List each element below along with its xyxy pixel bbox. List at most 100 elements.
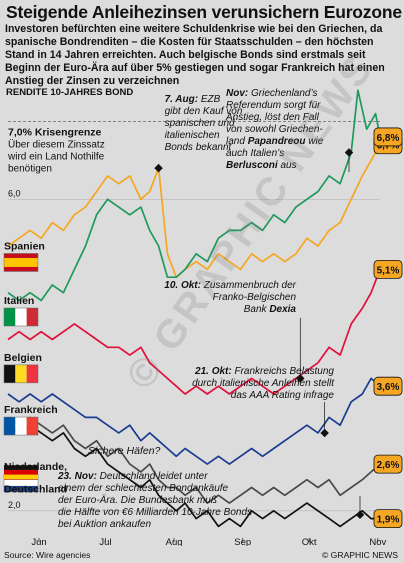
annotation-aug7-line: spanischen und (165, 118, 235, 129)
annotation-nov23-line: bei Auktion ankaufen (58, 519, 151, 530)
annotation-okt10-span: Bank (244, 304, 270, 315)
flag-stripe (15, 417, 27, 436)
annotation-nov1-span: Papandreou (248, 136, 306, 147)
annotation-aug7-span: 7. Aug: (165, 94, 199, 105)
flag-stripe (4, 308, 16, 326)
annotation-okt21-span: 21. Okt: (194, 366, 232, 377)
y-tick-label: 6,0 (8, 188, 21, 198)
copyright-note: © GRAPHIC NEWS (321, 550, 398, 560)
threshold-text: Über diesem Zinssatz (8, 138, 105, 150)
annotation-okt10-span: Franko-Belgischen (213, 292, 297, 303)
flag-stripe (4, 474, 38, 480)
country-label-it: Italien (4, 295, 34, 307)
annotation-nov1-line: Nov: Griechenland’s (226, 88, 318, 99)
annotation-okt21-line: 21. Okt: Frankreichs Belastung (194, 366, 334, 377)
x-month-label: Jul (99, 537, 111, 546)
annotation-nov1-span: Nov: (226, 88, 248, 99)
annotation-aug7-line: gibt den Kauf von (165, 106, 243, 117)
annotation-aug7-span: italienischen (165, 130, 220, 141)
end-value-badge: 6,8% (373, 127, 403, 147)
annotation-okt10: 10. Okt: Zusammenbruch derFranko-Belgisc… (164, 280, 296, 315)
flag-stripe (4, 253, 38, 258)
annotation-okt21-marker (320, 428, 329, 438)
annotation-nov1-span: Referendum sorgt für (226, 100, 321, 111)
flag-stripe (4, 485, 38, 492)
end-value-badge: 1,9% (373, 509, 403, 529)
flag-stripe (4, 364, 16, 383)
annotation-nov1-line: Anstieg, löst den Fall (225, 112, 320, 123)
chart-title: RENDITE 10-JAHRES BOND (6, 87, 133, 98)
annotation-nov23-span: Deutschland leidet unter (97, 471, 208, 482)
flag-stripe (26, 417, 38, 436)
annotation-okt21-span: das AAA Rating infrage (231, 390, 335, 401)
annotation-okt10-span: Zusammenbruch der (201, 280, 297, 291)
annotation-okt10-marker (296, 374, 305, 383)
annotation-nov1-span: von sowohl Griechen- (226, 124, 323, 135)
end-value-badge: 3,6% (373, 376, 403, 396)
annotation-okt21-line: das AAA Rating infrage (231, 390, 335, 401)
threshold-text: wird ein Land Nothilfe (7, 151, 105, 162)
series-line-frankreich (7, 377, 381, 465)
annotation-aug7-marker (154, 163, 163, 173)
flag-stripe (4, 266, 38, 272)
annotation-nov1-span: auch Italien’s (226, 148, 284, 159)
annotation-aug7-span: spanischen und (165, 118, 235, 129)
threshold-label: 7,0% Krisengrenze (8, 126, 102, 138)
flag-border (3, 307, 39, 327)
annotation-okt10-line: Franko-Belgischen (213, 292, 297, 303)
annotation-okt21-line: durch italienische Anleihen stellt (192, 378, 335, 389)
flag-stripe (15, 308, 27, 326)
flag-stripe (26, 364, 38, 383)
end-value-box (373, 127, 403, 147)
y-tick-label: 2,0 (8, 500, 21, 510)
annotation-okt10-line: 10. Okt: Zusammenbruch der (164, 280, 296, 291)
country-label-de: Deutschland (4, 483, 67, 495)
x-month-label: Nov (369, 537, 386, 546)
flag-stripe (4, 417, 16, 436)
flag-border (3, 253, 39, 272)
end-value-box (373, 509, 403, 529)
flag-stripe (15, 364, 27, 383)
annotation-aug7-span: EZB (198, 94, 221, 105)
x-month-label: Okt (302, 537, 317, 546)
end-value-box (373, 454, 403, 474)
flag-stripe (4, 465, 38, 470)
annotation-nov23-span: bei Auktion ankaufen (58, 519, 151, 530)
flag-stripe (4, 479, 38, 486)
end-value-label: 6,8% (377, 133, 400, 144)
end-value-box (373, 376, 403, 396)
annotation-nov23-line: die Hälfte von €6 Milliarden 10-Jahre Bo… (58, 507, 252, 518)
flag-fr (3, 416, 39, 436)
annotation-aug7-span: gibt den Kauf von (165, 106, 243, 117)
annotation-nov1-span: Berlusconi (226, 160, 278, 171)
source-note: Source: Wire agencies (4, 550, 91, 560)
annotation-okt21-span: Frankreichs Belastung (232, 366, 335, 377)
annotation-nov1-span: aus (278, 160, 297, 171)
page-title: Steigende Anleihezinsen verunsichern Eur… (6, 2, 402, 22)
annotation-nov1-line: Berlusconi aus (226, 160, 297, 171)
annotation-aug7-line: 7. Aug: EZB (165, 94, 221, 105)
flag-it (3, 307, 39, 327)
end-value-label: 1,9% (377, 515, 400, 526)
flag-border (3, 364, 39, 384)
series-line-deutschland (7, 424, 380, 528)
annotation-nov1-line: von sowohl Griechen- (226, 124, 323, 135)
intro-text: Investoren befürchten eine weitere Schul… (5, 23, 385, 88)
series-line-italien (7, 89, 381, 302)
annotation-okt10-span: Dexia (269, 304, 296, 315)
annotation-nov1-span: Anstieg, löst den Fall (225, 112, 320, 123)
annotation-nov23-span: der Euro-Ära. Die Bundesbank muß (58, 494, 217, 506)
end-value-label: 2,6% (377, 460, 400, 471)
flag-de (4, 465, 38, 480)
annotation-nov1-line: Referendum sorgt für (226, 100, 321, 111)
flag-border (3, 416, 39, 436)
threshold-text: benötigen (8, 163, 52, 174)
annotation-okt10-span: 10. Okt: (164, 280, 201, 291)
end-value-label: 5,1% (377, 265, 400, 276)
series-line-spanien (7, 144, 381, 279)
